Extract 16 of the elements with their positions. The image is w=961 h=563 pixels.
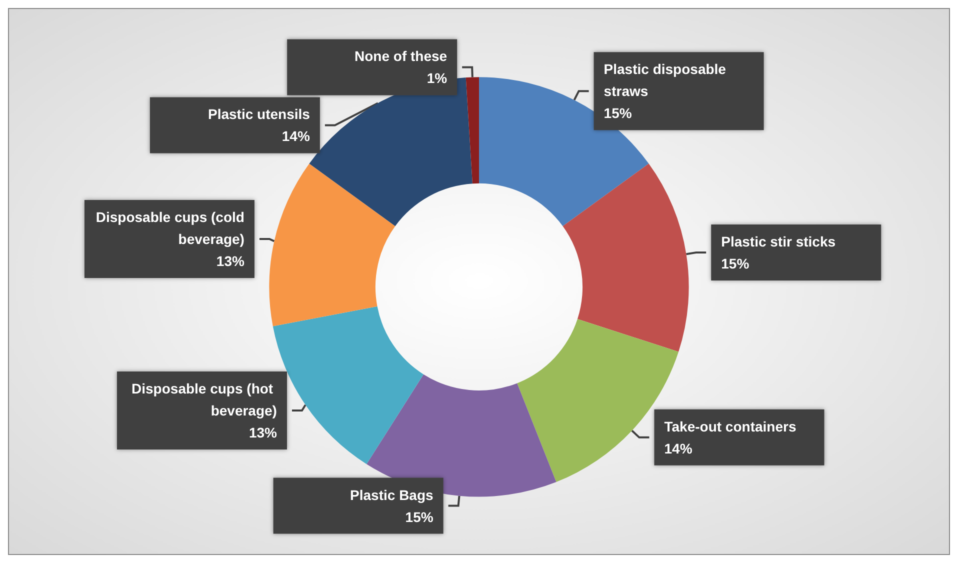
data-label: 1%: [426, 70, 448, 86]
slice-label: Disposable cups (cold beverage): [96, 208, 244, 247]
slice-label: Plastic utensils: [208, 106, 310, 122]
data-label: 15%: [604, 105, 632, 122]
slice-label: Plastic disposable straws: [604, 61, 730, 100]
data-label: 15%: [721, 256, 750, 272]
slice-label: Plastic stir sticks: [721, 234, 836, 250]
slice-label: None of these: [354, 48, 448, 64]
slice-label: Take-out containers: [664, 418, 796, 434]
data-label: 14%: [282, 128, 310, 144]
data-label: 14%: [664, 440, 693, 456]
data-label: 13%: [248, 424, 278, 441]
slice-label: Disposable cups (hot beverage): [132, 380, 277, 419]
data-label: 13%: [216, 252, 245, 269]
slice-label: Plastic Bags: [350, 486, 434, 503]
data-label: 15%: [405, 508, 434, 525]
